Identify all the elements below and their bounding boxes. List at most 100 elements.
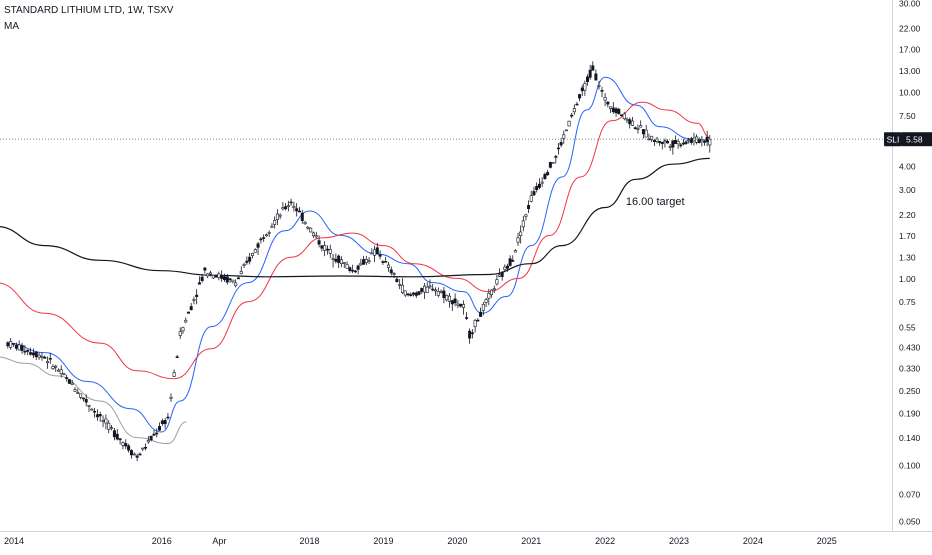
candle-up xyxy=(484,299,488,303)
candle-up xyxy=(447,295,451,302)
symbol-title[interactable]: STANDARD LITHIUM LTD, 1W, TSXV xyxy=(4,5,174,16)
candle-down xyxy=(248,256,252,262)
last-price-label: 5.58 xyxy=(906,135,923,145)
candle-up xyxy=(231,279,235,283)
candle-down xyxy=(23,350,27,353)
candle-up xyxy=(184,319,188,323)
candle-up xyxy=(524,214,528,217)
time-tick-label: 2022 xyxy=(595,536,615,546)
candle-up xyxy=(521,220,525,228)
candle-up xyxy=(386,264,390,268)
candle-down xyxy=(189,306,193,311)
candle-down xyxy=(31,352,35,356)
candle-down xyxy=(144,446,148,449)
candle-down xyxy=(284,206,288,210)
candle-down xyxy=(225,276,229,283)
moving-average-line xyxy=(7,76,710,433)
candle-up xyxy=(59,369,63,374)
candle-up xyxy=(473,320,477,327)
candle-up xyxy=(597,85,601,87)
price-tick-label: 0.330 xyxy=(899,364,921,374)
candle-up xyxy=(398,284,402,286)
candle-down xyxy=(166,416,170,419)
candle-down xyxy=(158,426,162,431)
overlay: SLI 5.58 16.00 target xyxy=(0,132,932,208)
candle-down xyxy=(554,156,558,158)
candle-up xyxy=(481,304,485,311)
candle-down xyxy=(259,238,263,241)
candle-down xyxy=(95,414,99,418)
candle-up xyxy=(609,106,613,109)
candle-up xyxy=(644,129,648,138)
candle-up xyxy=(79,393,83,398)
candle-up xyxy=(492,288,496,291)
candle-down xyxy=(442,290,446,298)
candle-up xyxy=(434,289,438,292)
candle-up xyxy=(700,139,704,142)
candle-down xyxy=(575,103,579,106)
candle-up xyxy=(278,214,282,217)
candle-down xyxy=(559,142,563,146)
candle-down xyxy=(138,453,142,456)
candle-up xyxy=(622,113,626,119)
candle-down xyxy=(535,186,539,191)
candle-up xyxy=(314,235,318,238)
candle-down xyxy=(375,247,379,255)
candle-down xyxy=(300,212,304,221)
candle-up xyxy=(303,221,307,224)
candle-down xyxy=(84,399,88,403)
candle-up xyxy=(603,97,607,101)
time-tick-label: 2020 xyxy=(447,536,467,546)
candle-up xyxy=(503,266,507,270)
price-tick-label: 0.140 xyxy=(899,433,921,443)
candle-down xyxy=(600,90,604,92)
candle-down xyxy=(163,420,167,425)
candle-down xyxy=(65,377,69,379)
time-axis[interactable]: 2014 2016 Apr 2018 2019 2020 2021 2022 2023 2024 2… xyxy=(4,536,837,546)
candle-up xyxy=(367,260,371,262)
candle-down xyxy=(384,261,388,263)
candle-up xyxy=(428,285,432,288)
candle-up xyxy=(234,282,238,287)
candle-down xyxy=(93,410,97,413)
candle-down xyxy=(671,140,675,148)
candle-up xyxy=(461,304,465,308)
moving-average-line xyxy=(0,356,187,445)
candle-up xyxy=(73,389,77,392)
price-tick-label: 13.00 xyxy=(899,66,921,76)
price-tick-label: 0.100 xyxy=(899,460,921,470)
candle-down xyxy=(34,352,38,358)
candle-up xyxy=(273,220,277,225)
candle-down xyxy=(351,269,355,272)
price-tick-label: 0.75 xyxy=(899,297,916,307)
candle-down xyxy=(236,277,240,280)
candle-down xyxy=(617,108,621,115)
candle-down xyxy=(556,147,560,150)
time-tick-label: 2014 xyxy=(4,536,24,546)
price-axis[interactable]: 30.00 22.00 17.00 13.00 10.00 7.50 4.00 3.00 2.2… xyxy=(899,0,921,527)
candle-up xyxy=(51,366,55,369)
indicator-label[interactable]: MA xyxy=(4,21,19,32)
candle-down xyxy=(152,433,156,436)
candle-up xyxy=(101,420,105,422)
candle-down xyxy=(697,138,701,143)
candle-up xyxy=(540,181,544,184)
candle-down xyxy=(160,420,164,424)
candle-up xyxy=(495,279,499,285)
candle-up xyxy=(583,83,587,91)
candle-down xyxy=(614,108,618,114)
candle-up xyxy=(487,292,491,299)
candle-down xyxy=(679,144,683,147)
candle-up xyxy=(181,327,185,332)
last-price-badge xyxy=(902,132,932,147)
candle-down xyxy=(197,282,201,285)
candle-down xyxy=(395,278,399,283)
candle-down xyxy=(681,142,685,145)
candle-up xyxy=(370,252,374,255)
candle-up xyxy=(519,231,523,236)
time-tick-label: 2021 xyxy=(521,536,541,546)
candle-up xyxy=(46,361,50,363)
moving-averages xyxy=(0,76,710,445)
